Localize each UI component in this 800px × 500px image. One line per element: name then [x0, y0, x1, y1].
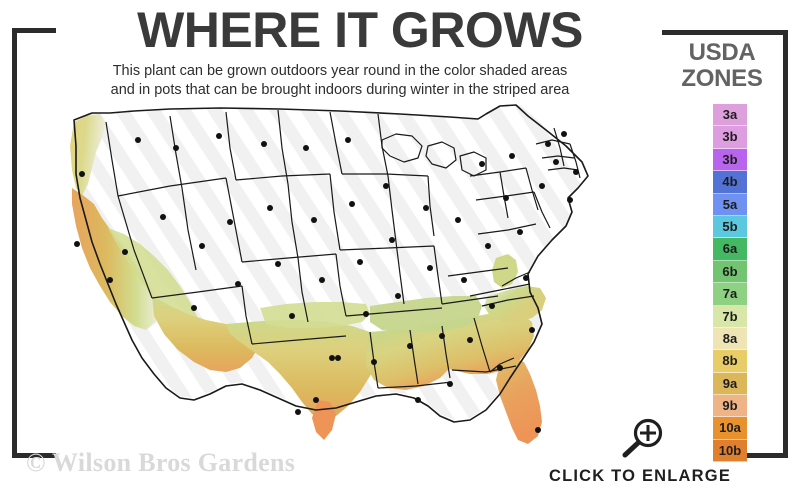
frame-left-vertical [12, 28, 17, 458]
map-city-dots [74, 131, 579, 433]
frame-bottom-left-horizontal [12, 453, 56, 458]
zone-swatch: 8a [713, 327, 747, 351]
map-state-outlines [73, 104, 589, 423]
zone-swatch: 3a [713, 104, 747, 127]
frame-top-right-horizontal [662, 30, 788, 35]
usda-zones-heading-line-2: ZONES [681, 65, 763, 92]
usda-zones-heading-line-1: USDA [688, 39, 756, 66]
zone-swatch: 8b [713, 350, 747, 373]
watermark: © Wilson Bros Gardens [26, 448, 296, 477]
zone-swatch: 5b [713, 215, 747, 239]
subtitle-line-2: and in pots that can be brought indoors … [110, 82, 570, 98]
zone-swatch: 3b [713, 126, 747, 149]
zone-swatch: 4b [713, 171, 747, 194]
usda-zone-legend: 3a 3b 3b 4b 5a 5b 6a 6b 7a 7b 8a 8b 9a 9b 10a 10b [713, 104, 747, 463]
frame-right-vertical [783, 30, 788, 458]
zone-swatch: 9b [713, 395, 747, 418]
click-to-enlarge-label[interactable]: CLICK TO ENLARGE [548, 467, 732, 485]
magnifier-plus-icon[interactable] [620, 418, 666, 458]
usda-hardiness-map[interactable] [30, 100, 650, 460]
subtitle: This plant can be grown outdoors year ro… [40, 62, 640, 100]
usda-zones-heading: USDA ZONES [666, 40, 778, 92]
subtitle-line-1: This plant can be grown outdoors year ro… [112, 63, 568, 79]
zone-swatch: 7a [713, 283, 747, 306]
zone-swatch: 6b [713, 260, 747, 284]
zone-swatch: 9a [713, 372, 747, 396]
page-title: WHERE IT GROWS [137, 2, 583, 58]
zone-swatch: 5a [713, 193, 747, 216]
frame-bottom-right-horizontal [725, 453, 788, 458]
zone-swatch: 7b [713, 305, 747, 328]
zone-swatch: 6a [713, 238, 747, 261]
zone-swatch: 10a [713, 417, 747, 440]
zone-swatch: 3b [713, 148, 747, 172]
frame-top-left-horizontal [12, 28, 56, 33]
zone-swatch: 10b [713, 439, 747, 463]
